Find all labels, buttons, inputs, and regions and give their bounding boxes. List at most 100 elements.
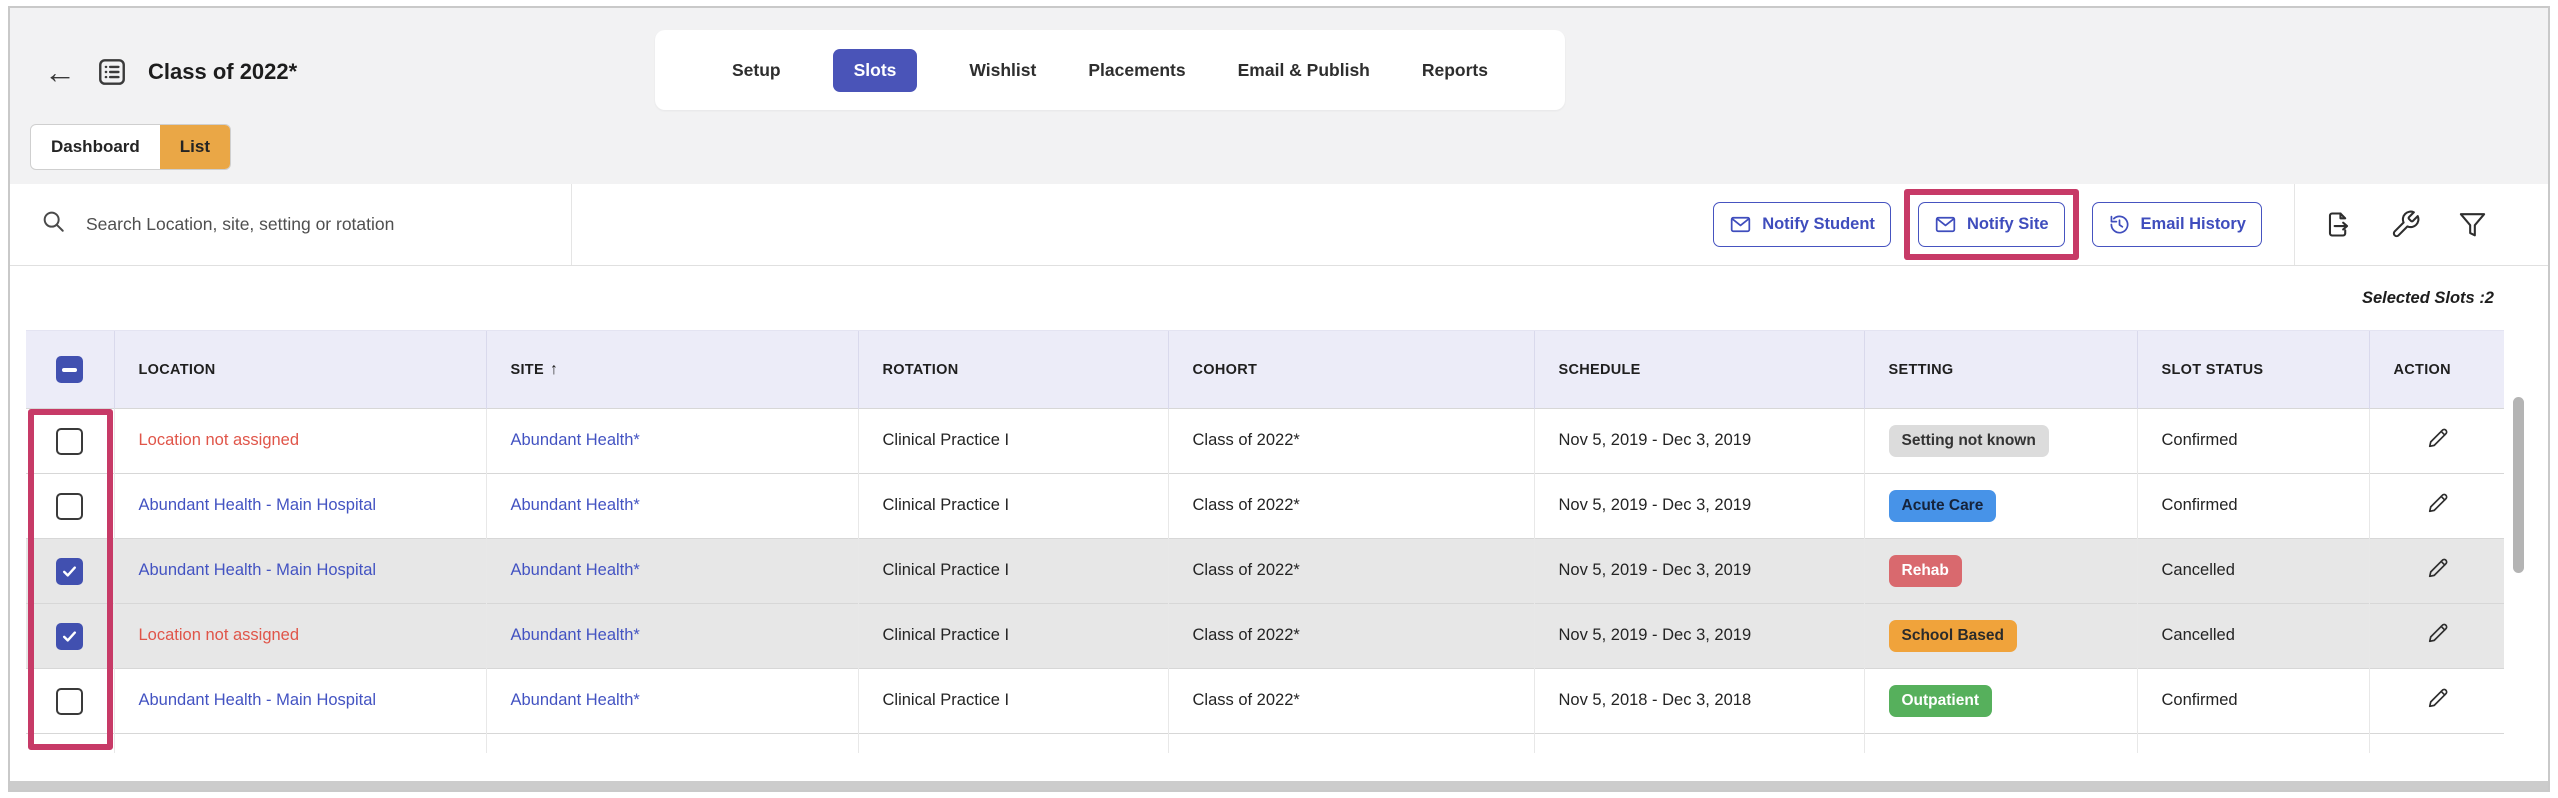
action-cell (2368, 473, 2504, 539)
edit-pencil-icon[interactable] (2425, 619, 2452, 652)
col-cohort: COHORT (1167, 330, 1534, 409)
notify-site-button[interactable]: Notify Site (1917, 202, 2065, 247)
title-row: ← Class of 2022* (44, 56, 297, 88)
indeterminate-minus-icon (62, 367, 78, 372)
selection-summary-bar: Selected Slots :2 (10, 266, 2548, 330)
notify-student-button[interactable]: Notify Student (1713, 202, 1891, 247)
tab-slots[interactable]: Slots (832, 48, 918, 92)
slot-status-cell: Confirmed (2136, 408, 2369, 474)
page-title: Class of 2022* (148, 59, 298, 84)
setting-badge: Rehab (1888, 554, 1962, 588)
back-arrow-icon[interactable]: ← (44, 54, 76, 90)
schedule-text: Nov 5, 2019 - Dec 3, 2019 (1558, 626, 1752, 645)
location-cell: Location not assigned (113, 408, 486, 474)
export-icon[interactable] (2323, 209, 2354, 240)
site-cell: Abundant Health* (485, 473, 858, 539)
rotation-cell: Clinical Practice I (857, 668, 1168, 734)
site-link[interactable]: Abundant Health* (510, 561, 640, 580)
tab-wishlist[interactable]: Wishlist (969, 59, 1037, 80)
setting-badge: Acute Care (1888, 489, 1997, 523)
site-cell: Abundant Health* (485, 668, 858, 734)
col-location: LOCATION (113, 330, 486, 409)
tab-placements[interactable]: Placements (1088, 59, 1186, 80)
site-link[interactable]: Abundant Health* (510, 431, 640, 450)
location-cell: Location not assigned (113, 603, 486, 669)
app-frame: ← Class of 2022* Setup Slots Wishlist Pl… (8, 6, 2550, 792)
row-select-cell (26, 473, 114, 539)
notify-student-label: Notify Student (1762, 215, 1875, 233)
wrench-icon[interactable] (2390, 209, 2421, 240)
edit-pencil-icon[interactable] (2425, 489, 2452, 522)
table-row: Location not assigned Abundant Health* C… (26, 408, 2504, 474)
slot-status-text: Confirmed (2161, 691, 2238, 710)
cohort-cell: Class of 2022* (1167, 408, 1534, 474)
horizontal-scrollbar-track (10, 781, 2548, 790)
search-icon (40, 208, 68, 241)
slot-status-cell: Cancelled (2136, 603, 2369, 669)
row-checkbox[interactable] (56, 557, 84, 585)
table-row: Abundant Health - Main Hospital Abundant… (26, 538, 2504, 604)
cohort-text: Class of 2022* (1192, 561, 1300, 580)
row-checkbox[interactable] (56, 427, 84, 455)
action-cell (2368, 603, 2504, 669)
schedule-cell: Nov 5, 2019 - Dec 3, 2019 (1533, 408, 1864, 474)
slot-status-cell: Confirmed (2136, 473, 2369, 539)
view-tab-list[interactable]: List (159, 125, 231, 169)
schedule-cell: Nov 5, 2019 - Dec 3, 2019 (1533, 473, 1864, 539)
site-link[interactable]: Abundant Health* (510, 496, 640, 515)
site-cell: Abundant Health* (485, 408, 858, 474)
col-setting: SETTING (1863, 330, 2137, 409)
rotation-cell: Clinical Practice I (857, 603, 1168, 669)
schedule-text: Nov 5, 2019 - Dec 3, 2019 (1558, 431, 1752, 450)
row-checkbox[interactable] (56, 622, 84, 650)
schedule-text: Nov 5, 2019 - Dec 3, 2019 (1558, 496, 1752, 515)
search-input[interactable] (86, 214, 546, 235)
row-checkbox[interactable] (56, 492, 84, 520)
slot-status-cell: Confirmed (2136, 668, 2369, 734)
tab-email-publish[interactable]: Email & Publish (1237, 59, 1370, 80)
view-switcher: Dashboard List (30, 124, 232, 170)
slot-status-text: Cancelled (2161, 626, 2235, 645)
location-text: Abundant Health - Main Hospital (138, 691, 377, 710)
edit-pencil-icon[interactable] (2425, 554, 2452, 587)
main-nav-tabs: Setup Slots Wishlist Placements Email & … (655, 30, 1565, 110)
view-tab-dashboard[interactable]: Dashboard (51, 137, 140, 156)
setting-badge: Setting not known (1888, 424, 2049, 458)
history-clock-icon (2108, 213, 2131, 236)
edit-pencil-icon[interactable] (2425, 684, 2452, 717)
table-header-row: LOCATION SITE ↑ ROTATION COHORT SCHEDULE … (26, 330, 2504, 409)
location-cell: Abundant Health - Main Hospital (113, 668, 486, 734)
schedule-text: Nov 5, 2018 - Dec 3, 2018 (1558, 691, 1752, 710)
cohort-text: Class of 2022* (1192, 431, 1300, 450)
slot-status-text: Cancelled (2161, 561, 2235, 580)
rotation-text: Clinical Practice I (882, 496, 1010, 515)
row-checkbox[interactable] (56, 687, 84, 715)
col-schedule: SCHEDULE (1533, 330, 1864, 409)
col-site[interactable]: SITE ↑ (485, 330, 858, 409)
site-cell: Abundant Health* (485, 603, 858, 669)
site-link[interactable]: Abundant Health* (510, 691, 640, 710)
tab-reports[interactable]: Reports (1421, 59, 1488, 80)
tab-setup[interactable]: Setup (731, 59, 781, 80)
row-select-cell (26, 538, 114, 604)
action-cell (2368, 538, 2504, 604)
edit-pencil-icon[interactable] (2425, 424, 2452, 457)
select-all-checkbox[interactable] (56, 356, 84, 383)
filter-icon[interactable] (2457, 209, 2488, 240)
table-tools (2323, 209, 2548, 240)
location-text: Location not assigned (138, 626, 300, 645)
rotation-cell: Clinical Practice I (857, 538, 1168, 604)
email-history-button[interactable]: Email History (2091, 202, 2262, 247)
location-cell: Abundant Health - Main Hospital (113, 538, 486, 604)
slots-table: LOCATION SITE ↑ ROTATION COHORT SCHEDULE … (26, 330, 2504, 753)
table-row: Location not assigned Abundant Health* C… (26, 603, 2504, 669)
action-cell (2368, 408, 2504, 474)
site-cell: Abundant Health* (485, 538, 858, 604)
setting-cell: School Based (1863, 603, 2137, 669)
select-all-cell (26, 330, 114, 409)
vertical-scrollbar-thumb[interactable] (2513, 397, 2524, 573)
checkmark-icon (63, 630, 77, 642)
envelope-icon (1729, 213, 1752, 236)
site-link[interactable]: Abundant Health* (510, 626, 640, 645)
